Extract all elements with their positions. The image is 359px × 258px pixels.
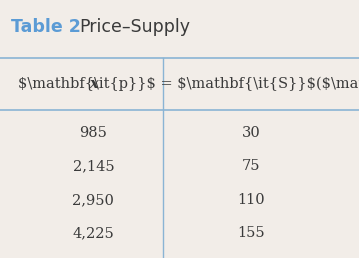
Text: 155: 155	[238, 227, 265, 240]
Text: 30: 30	[242, 126, 261, 140]
Text: 4,225: 4,225	[73, 227, 114, 240]
Text: 75: 75	[242, 159, 261, 173]
Text: 2,950: 2,950	[73, 193, 114, 207]
Text: Table 2: Table 2	[11, 18, 81, 36]
Text: 2,145: 2,145	[73, 159, 114, 173]
Text: x: x	[89, 77, 98, 91]
Text: 985: 985	[79, 126, 107, 140]
Text: 110: 110	[238, 193, 265, 207]
Text: Price–Supply: Price–Supply	[79, 18, 190, 36]
Text: $\mathbf{\it{p}}$ = $\mathbf{\it{S}}$($\mathbf{\it{x}}$)($): $\mathbf{\it{p}}$ = $\mathbf{\it{S}}$($\…	[18, 77, 359, 91]
